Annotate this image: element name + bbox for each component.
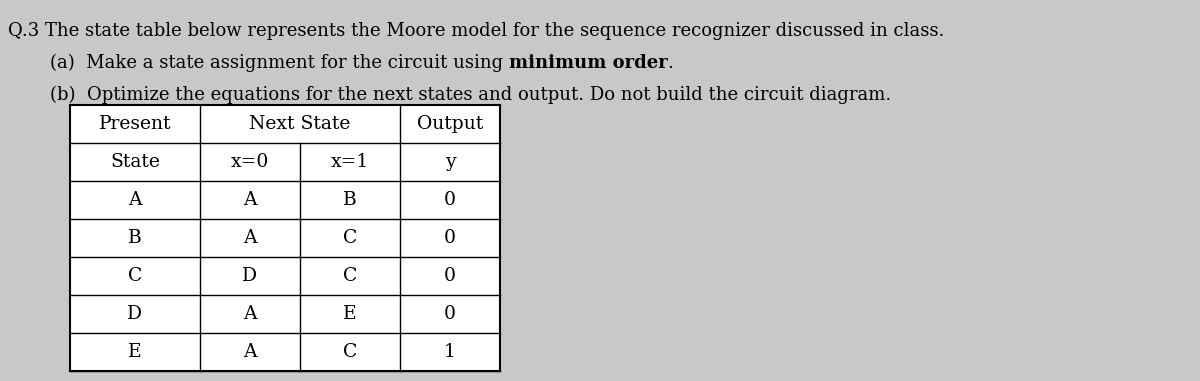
Text: C: C — [343, 343, 358, 361]
Text: C: C — [343, 267, 358, 285]
Text: State: State — [110, 153, 160, 171]
Text: A: A — [244, 229, 257, 247]
Text: 1: 1 — [444, 343, 456, 361]
Text: Q.3 The state table below represents the Moore model for the sequence recognizer: Q.3 The state table below represents the… — [8, 22, 944, 40]
Text: 0: 0 — [444, 191, 456, 209]
Text: D: D — [242, 267, 258, 285]
Text: (b)  Optimize the equations for the next states and output. Do not build the cir: (b) Optimize the equations for the next … — [50, 86, 892, 104]
Text: minimum order: minimum order — [509, 54, 667, 72]
Text: Output: Output — [416, 115, 484, 133]
Text: E: E — [343, 305, 356, 323]
Text: Next State: Next State — [250, 115, 350, 133]
Text: 0: 0 — [444, 229, 456, 247]
Text: C: C — [343, 229, 358, 247]
Text: 0: 0 — [444, 267, 456, 285]
Text: (a)  Make a state assignment for the circuit using: (a) Make a state assignment for the circ… — [50, 54, 509, 72]
Text: B: B — [128, 229, 142, 247]
Text: A: A — [128, 191, 142, 209]
Text: x=0: x=0 — [230, 153, 269, 171]
Text: A: A — [244, 343, 257, 361]
Text: 0: 0 — [444, 305, 456, 323]
Text: C: C — [128, 267, 142, 285]
Text: y: y — [445, 153, 455, 171]
Text: D: D — [127, 305, 143, 323]
Text: .: . — [667, 54, 673, 72]
Bar — [70, 105, 500, 371]
Text: x=1: x=1 — [331, 153, 370, 171]
Text: A: A — [244, 191, 257, 209]
Text: B: B — [343, 191, 356, 209]
Text: Present: Present — [98, 115, 172, 133]
Text: E: E — [128, 343, 142, 361]
Text: A: A — [244, 305, 257, 323]
